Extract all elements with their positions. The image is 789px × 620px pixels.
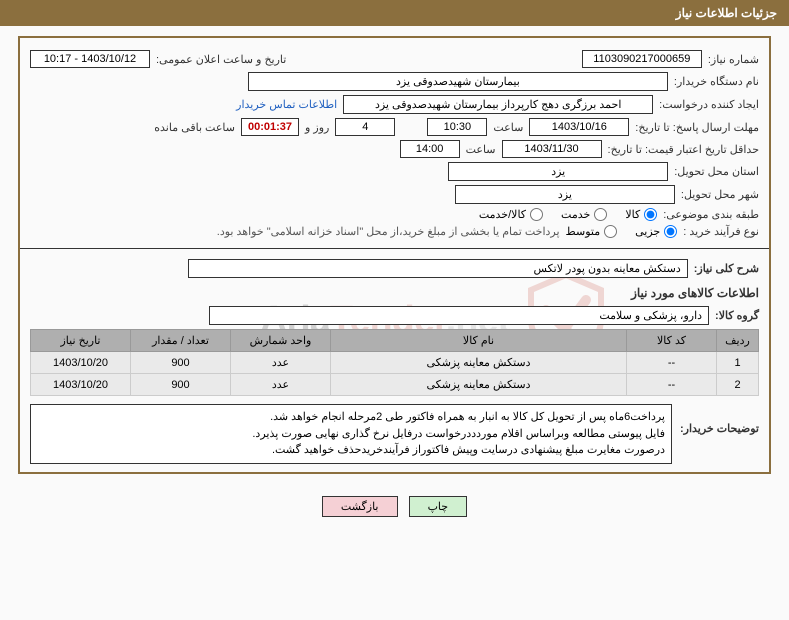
requester-label: ایجاد کننده درخواست: xyxy=(659,98,759,111)
need-number-label: شماره نیاز: xyxy=(708,53,759,66)
buyer-notes-label: توضیحات خریدار: xyxy=(680,404,759,435)
goods-group-label: گروه کالا: xyxy=(715,309,759,322)
buyer-notes-value: پرداخت6ماه پس از تحویل کل کالا به انبار … xyxy=(30,404,672,464)
note-line: پرداخت6ماه پس از تحویل کل کالا به انبار … xyxy=(37,409,665,426)
cell: عدد xyxy=(231,374,331,396)
hour-label-2: ساعت xyxy=(466,143,496,156)
col-name: نام کالا xyxy=(331,330,627,352)
delivery-city-value: یزد xyxy=(455,185,675,204)
note-line: درصورت مغایرت مبلغ پیشنهادی درسایت وپیش … xyxy=(37,442,665,459)
announce-date-label: تاریخ و ساعت اعلان عمومی: xyxy=(156,53,286,66)
days-and-label: روز و xyxy=(305,121,329,134)
payment-note: پرداخت تمام یا بخشی از مبلغ خرید،از محل … xyxy=(217,225,560,238)
cell: 2 xyxy=(717,374,759,396)
radio-label-both: کالا/خدمت xyxy=(479,208,526,221)
remaining-timer: 00:01:37 xyxy=(241,118,299,136)
announce-date-value: 1403/10/12 - 10:17 xyxy=(30,50,150,68)
table-row: 2 -- دستکش معاینه پزشکی عدد 900 1403/10/… xyxy=(31,374,759,396)
process-radio-partial[interactable]: جزیی xyxy=(635,225,677,238)
remaining-days: 4 xyxy=(335,118,395,136)
cell: 1403/10/20 xyxy=(31,352,131,374)
buyer-org-value: بیمارستان شهیدصدوقی یزد xyxy=(248,72,668,91)
cell: دستکش معاینه پزشکی xyxy=(331,374,627,396)
validity-deadline-date: 1403/11/30 xyxy=(502,140,602,158)
items-table: ردیف کد کالا نام کالا واحد شمارش تعداد /… xyxy=(30,329,759,396)
items-header: اطلاعات کالاهای مورد نیاز xyxy=(30,286,759,300)
radio-label-partial: جزیی xyxy=(635,225,660,238)
response-deadline-label: مهلت ارسال پاسخ: تا تاریخ: xyxy=(635,121,759,134)
col-row: ردیف xyxy=(717,330,759,352)
category-label: طبقه بندی موضوعی: xyxy=(663,208,759,221)
process-radio-medium[interactable]: متوسط xyxy=(566,225,618,238)
requester-value: احمد برزگری دهج کارپرداز بیمارستان شهیدص… xyxy=(343,95,653,114)
process-type-label: نوع فرآیند خرید : xyxy=(683,225,759,238)
need-description-value: دستکش معاینه بدون پودر لاتکس xyxy=(188,259,688,278)
col-date: تاریخ نیاز xyxy=(31,330,131,352)
radio-label-medium: متوسط xyxy=(566,225,601,238)
cell: 900 xyxy=(131,374,231,396)
need-description-label: شرح کلی نیاز: xyxy=(694,262,759,275)
response-deadline-date: 1403/10/16 xyxy=(529,118,629,136)
cell: عدد xyxy=(231,352,331,374)
response-deadline-time: 10:30 xyxy=(427,118,487,136)
buyer-org-label: نام دستگاه خریدار: xyxy=(674,75,759,88)
cell: 1403/10/20 xyxy=(31,374,131,396)
col-code: کد کالا xyxy=(627,330,717,352)
back-button[interactable]: بازگشت xyxy=(322,496,398,517)
delivery-province-label: استان محل تحویل: xyxy=(674,165,759,178)
buyer-contact-link[interactable]: اطلاعات تماس خریدار xyxy=(236,98,337,111)
divider-1 xyxy=(20,248,769,249)
goods-group-value: دارو، پزشکی و سلامت xyxy=(209,306,709,325)
col-unit: واحد شمارش xyxy=(231,330,331,352)
cell: -- xyxy=(627,352,717,374)
print-button[interactable]: چاپ xyxy=(409,496,468,517)
page-title: جزئیات اطلاعات نیاز xyxy=(0,0,789,26)
radio-label-goods: کالا xyxy=(625,208,640,221)
table-row: 1 -- دستکش معاینه پزشکی عدد 900 1403/10/… xyxy=(31,352,759,374)
note-line: فایل پیوستی مطالعه وبراساس اقلام موردددر… xyxy=(37,426,665,443)
category-radio-service[interactable]: خدمت xyxy=(561,208,607,221)
category-radio-goods[interactable]: کالا xyxy=(625,208,657,221)
cell: 1 xyxy=(717,352,759,374)
col-qty: تعداد / مقدار xyxy=(131,330,231,352)
hour-label-1: ساعت xyxy=(493,121,523,134)
validity-deadline-time: 14:00 xyxy=(400,140,460,158)
category-radio-both[interactable]: کالا/خدمت xyxy=(479,208,543,221)
cell: -- xyxy=(627,374,717,396)
validity-deadline-label: حداقل تاریخ اعتبار قیمت: تا تاریخ: xyxy=(608,143,759,156)
remaining-hours-label: ساعت باقی مانده xyxy=(154,121,235,134)
cell: دستکش معاینه پزشکی xyxy=(331,352,627,374)
cell: 900 xyxy=(131,352,231,374)
need-number-value: 1103090217000659 xyxy=(582,50,702,68)
delivery-province-value: یزد xyxy=(448,162,668,181)
radio-label-service: خدمت xyxy=(561,208,590,221)
delivery-city-label: شهر محل تحویل: xyxy=(681,188,759,201)
